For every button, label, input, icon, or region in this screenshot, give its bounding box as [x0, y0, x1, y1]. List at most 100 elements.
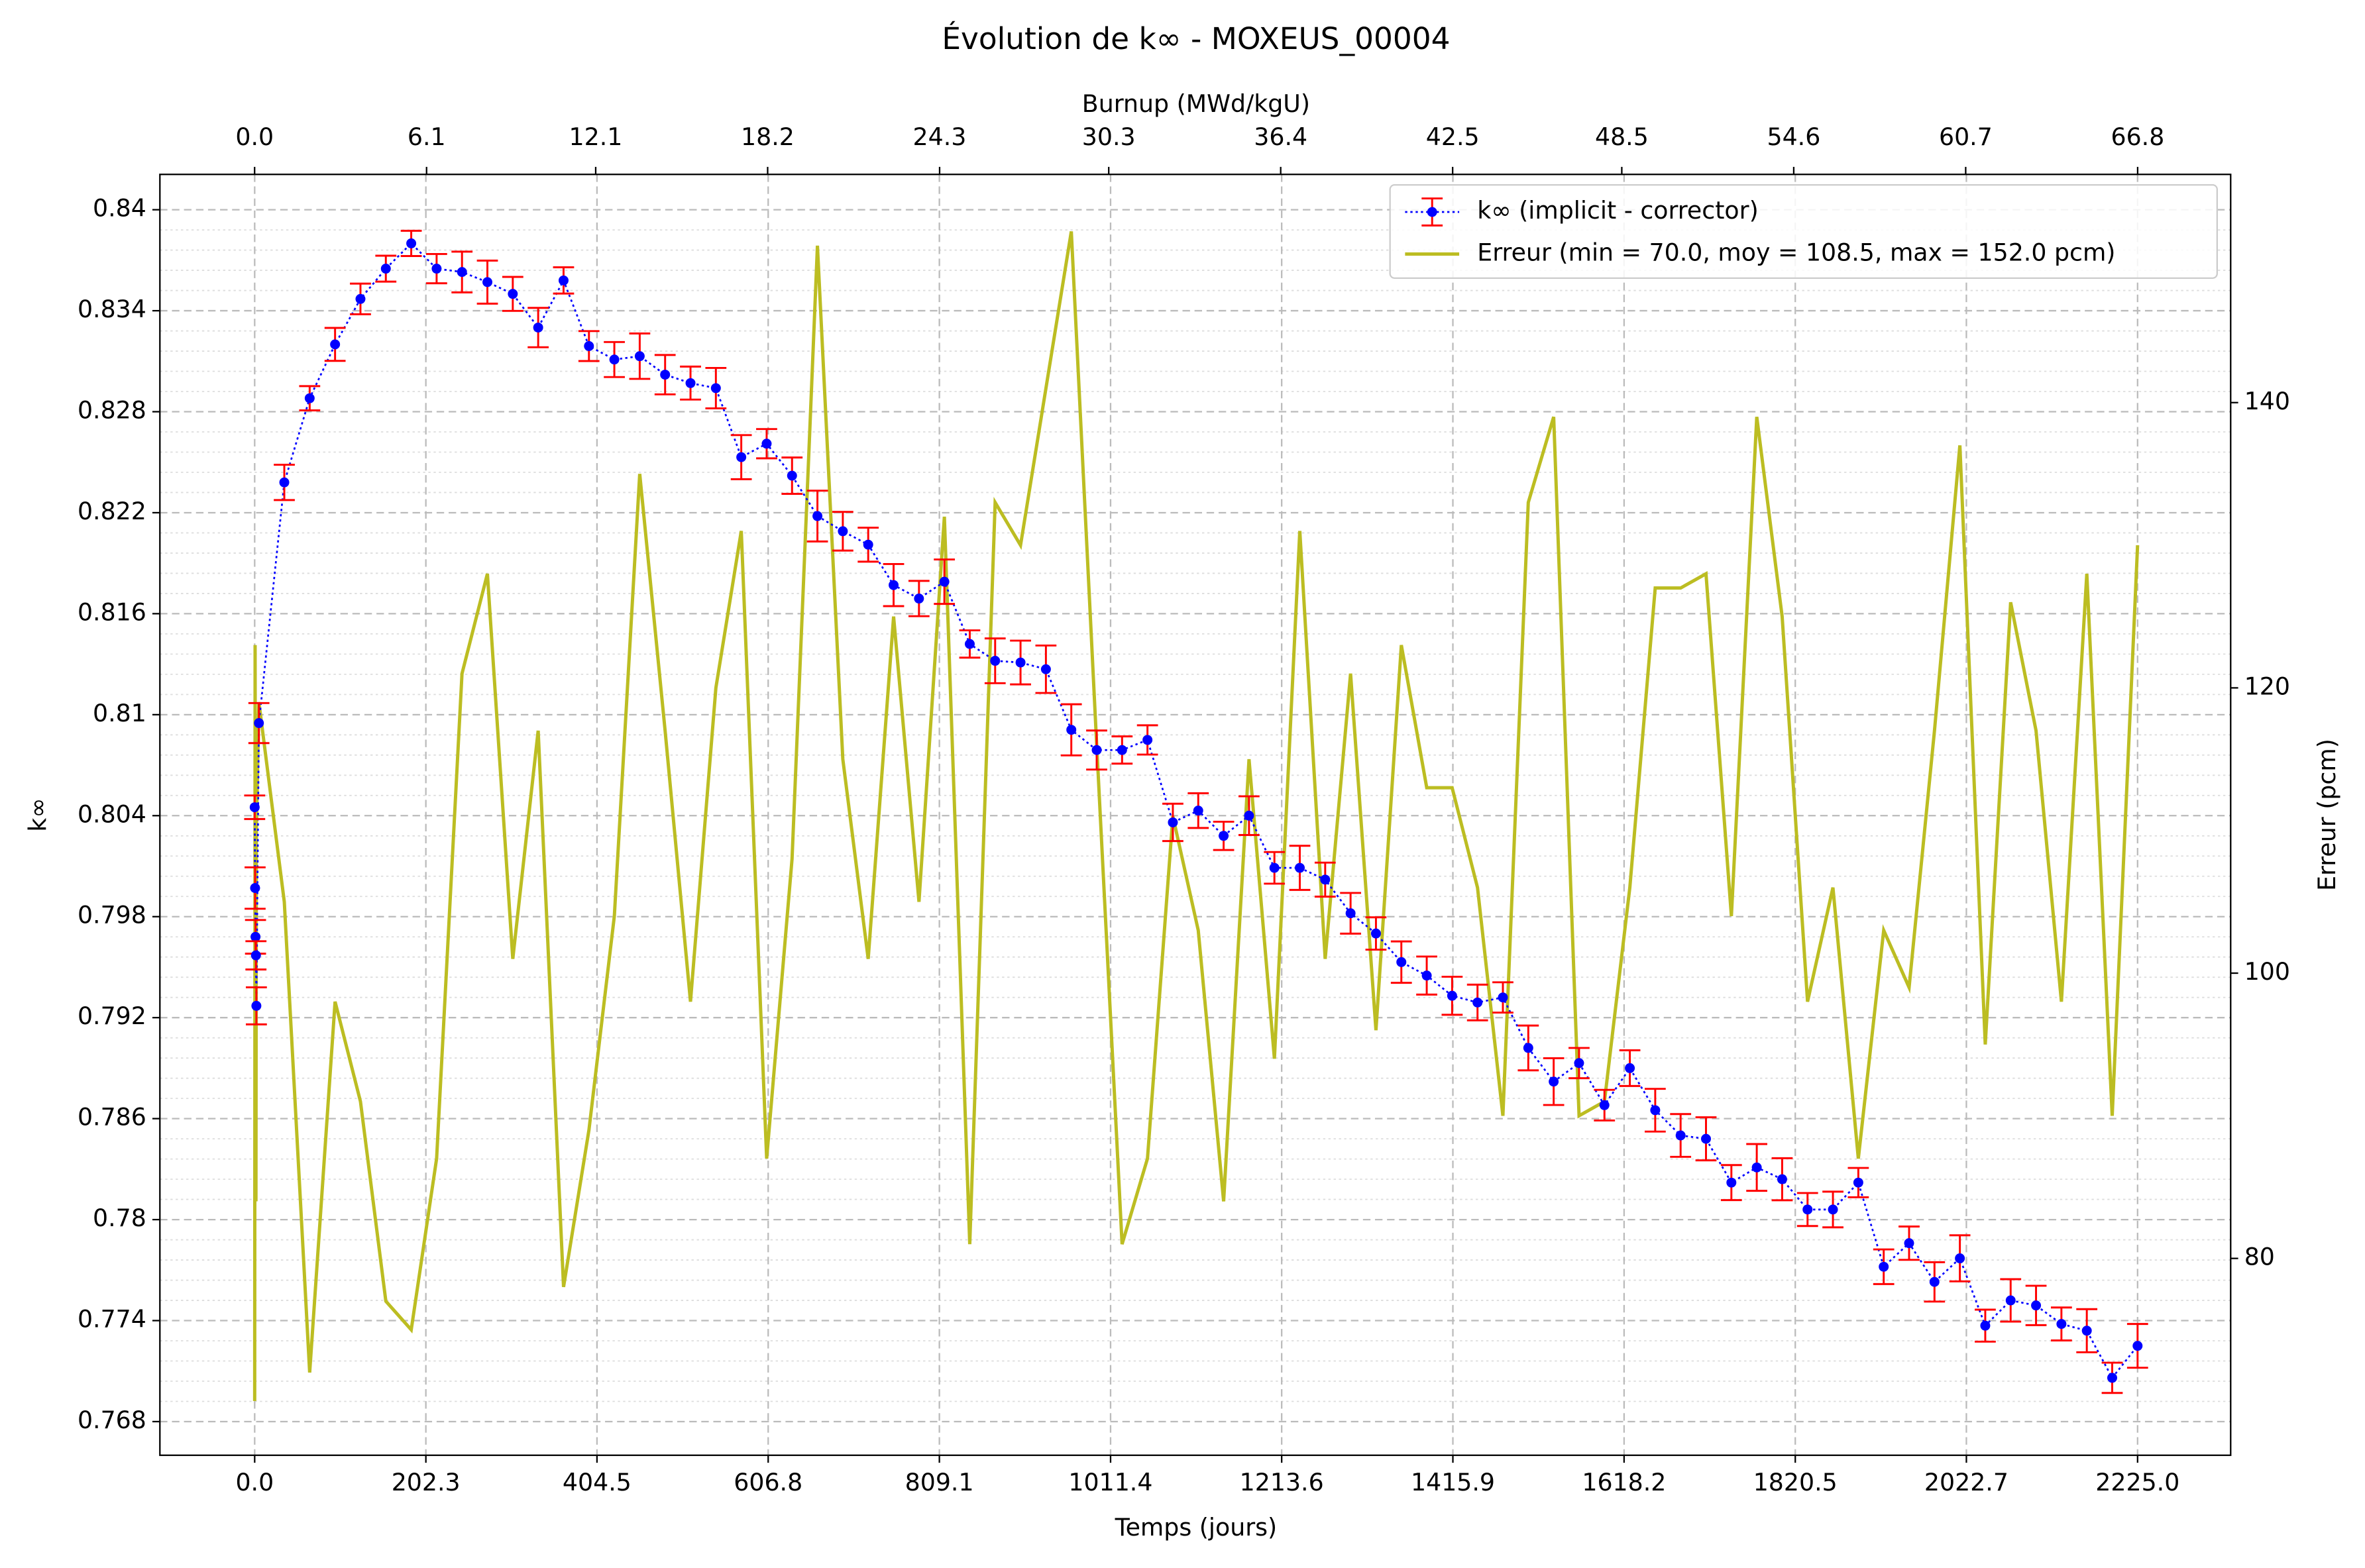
- x-axis-label: Temps (jours): [1115, 1513, 1278, 1542]
- data-point: [609, 354, 620, 365]
- x-tick-label: 809.1: [905, 1468, 974, 1496]
- data-point: [251, 1000, 262, 1011]
- data-point: [1574, 1058, 1584, 1069]
- y-tick-label: 0.774: [78, 1305, 146, 1333]
- data-point: [584, 340, 594, 351]
- x2-tick-label: 54.6: [1767, 123, 1820, 151]
- plot-frame: [159, 174, 2232, 1456]
- data-point: [1701, 1133, 1711, 1144]
- y2-tick-label: 120: [2244, 672, 2290, 700]
- y-axis-label: k∞: [24, 798, 52, 831]
- data-point: [1447, 990, 1457, 1001]
- legend-label: k∞ (implicit - corrector): [1477, 196, 1758, 225]
- data-point: [889, 580, 899, 590]
- x-tick-label: 1820.5: [1753, 1468, 1838, 1496]
- data-point: [1168, 817, 1178, 827]
- y-tick-label: 0.798: [78, 901, 146, 929]
- chart-title: Évolution de k∞ - MOXEUS_00004: [942, 21, 1450, 56]
- data-point: [787, 470, 797, 481]
- data-point: [1828, 1204, 1838, 1215]
- error-line: [252, 231, 2140, 1401]
- data-point: [508, 289, 518, 299]
- data-point: [1625, 1063, 1635, 1073]
- x2-tick-label: 0.0: [235, 123, 274, 151]
- data-point: [761, 439, 772, 449]
- y-tick-label: 0.822: [78, 497, 146, 525]
- data-point: [939, 576, 950, 587]
- data-point: [1320, 874, 1331, 885]
- data-point: [710, 383, 721, 393]
- y-tick-label: 0.84: [93, 194, 146, 223]
- x-tick-label: 1213.6: [1240, 1468, 1324, 1496]
- y-tick-label: 0.786: [78, 1103, 146, 1131]
- data-point: [634, 351, 645, 362]
- legend-marker: [1427, 207, 1437, 217]
- x-tick-label: 606.8: [734, 1468, 802, 1496]
- data-point: [431, 264, 442, 274]
- x-tick-label: 0.0: [235, 1468, 274, 1496]
- data-point: [990, 656, 1001, 666]
- data-point: [1269, 862, 1280, 873]
- data-point: [914, 594, 924, 604]
- data-point: [1980, 1320, 1991, 1331]
- x2-tick-label: 36.4: [1254, 123, 1307, 151]
- x2-tick-label: 12.1: [569, 123, 623, 151]
- data-point: [2081, 1326, 2092, 1336]
- data-point: [2005, 1295, 2016, 1306]
- legend-label: Erreur (min = 70.0, moy = 108.5, max = 1…: [1477, 238, 2115, 267]
- legend-box: [1389, 184, 2218, 279]
- data-point: [1929, 1277, 1940, 1287]
- data-point: [1879, 1261, 1889, 1272]
- data-point: [1295, 862, 1305, 873]
- x2-axis-label: Burnup (MWd/kgU): [1082, 89, 1310, 118]
- data-point: [1650, 1105, 1661, 1116]
- x2-tick-label: 6.1: [408, 123, 446, 151]
- data-point: [685, 378, 696, 388]
- x-tick-label: 202.3: [392, 1468, 461, 1496]
- data-point: [482, 277, 493, 287]
- x2-tick-label: 66.8: [2111, 123, 2164, 151]
- data-point: [1472, 997, 1483, 1008]
- x-tick-label: 1618.2: [1582, 1468, 1666, 1496]
- x-tick-label: 2022.7: [1924, 1468, 2008, 1496]
- data-point: [1599, 1100, 1610, 1110]
- data-point: [1015, 657, 1026, 668]
- data-point: [2132, 1341, 2143, 1351]
- x2-tick-label: 42.5: [1426, 123, 1480, 151]
- data-point: [1904, 1238, 1914, 1249]
- data-point: [457, 267, 467, 278]
- data-point: [1751, 1162, 1762, 1173]
- data-point: [380, 264, 391, 274]
- data-point: [1421, 970, 1432, 981]
- data-point: [1549, 1076, 1559, 1087]
- data-point: [1853, 1177, 1863, 1188]
- data-point: [736, 452, 747, 462]
- x-tick-label: 1415.9: [1411, 1468, 1495, 1496]
- data-point: [250, 931, 261, 942]
- data-point: [812, 511, 823, 521]
- y-tick-label: 0.804: [78, 800, 146, 828]
- y2-tick-label: 100: [2244, 957, 2290, 986]
- data-point: [249, 802, 260, 813]
- data-point: [558, 275, 569, 286]
- x-tick-label: 2225.0: [2095, 1468, 2179, 1496]
- data-point: [406, 238, 417, 248]
- data-point: [1142, 735, 1153, 745]
- x2-tick-label: 60.7: [1939, 123, 1993, 151]
- data-point: [250, 950, 261, 961]
- data-point: [1244, 810, 1254, 821]
- x-tick-label: 1011.4: [1068, 1468, 1152, 1496]
- data-point: [304, 393, 315, 403]
- y-tick-label: 0.792: [78, 1002, 146, 1030]
- y2-axis-label: Erreur (pcm): [2313, 739, 2341, 891]
- data-point: [2056, 1319, 2067, 1330]
- data-point: [1726, 1177, 1737, 1188]
- x2-tick-label: 48.5: [1595, 123, 1649, 151]
- data-point: [863, 539, 873, 550]
- x2-tick-label: 24.3: [913, 123, 967, 151]
- data-point: [1370, 928, 1381, 939]
- data-point: [1219, 831, 1229, 841]
- y-tick-label: 0.768: [78, 1406, 146, 1434]
- data-point: [1345, 908, 1356, 919]
